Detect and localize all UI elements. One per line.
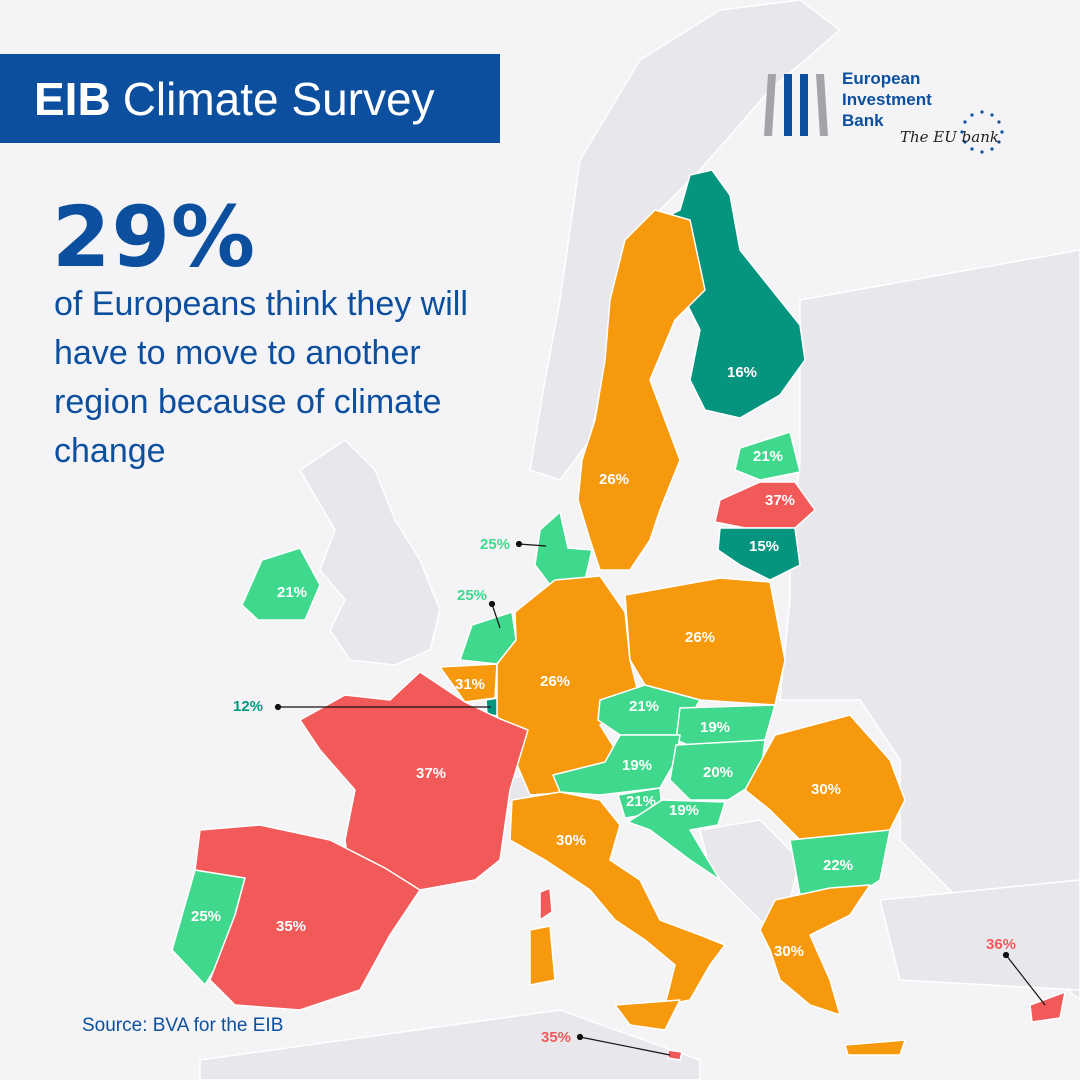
- crete-shape: [844, 1039, 906, 1056]
- eu-stars-icon: [960, 110, 1004, 154]
- headline-stat: 29%: [52, 188, 257, 286]
- belgium-value: 31%: [455, 676, 485, 693]
- background-land: [199, 0, 1080, 1080]
- eib-bars-logo-icon: [764, 74, 828, 136]
- eib-logo: European Investment Bank The EU bank: [762, 66, 1012, 164]
- austria-value: 19%: [622, 757, 652, 774]
- portugal-value: 25%: [191, 908, 221, 925]
- ireland-value: 21%: [277, 584, 307, 601]
- leader-dot-denmark: [515, 540, 523, 548]
- ireland-shape: [241, 547, 321, 621]
- leader-line-denmark: [518, 543, 547, 547]
- title-banner: EIB Climate Survey: [0, 54, 500, 143]
- croatia-value: 19%: [669, 802, 699, 819]
- logo-line-3: Bank: [842, 111, 884, 130]
- leader-lines: [274, 540, 1046, 1056]
- hungary-value: 20%: [703, 764, 733, 781]
- africa-land: [199, 1009, 701, 1080]
- czechia-value: 21%: [629, 698, 659, 715]
- cyprus-value: 36%: [986, 936, 1016, 953]
- hungary-shape: [669, 739, 766, 801]
- estonia-shape: [734, 431, 801, 481]
- malta-value: 35%: [541, 1029, 571, 1046]
- headline-text: of Europeans think they will have to mov…: [54, 285, 468, 470]
- logo-line-1: European: [842, 69, 921, 88]
- cyprus-shape: [1029, 991, 1066, 1023]
- slovakia-value: 19%: [700, 719, 730, 736]
- country-value-labels: 16% 26% 21% 37% 15% 25% 21% 25% 31% 12% …: [191, 364, 1016, 1046]
- logo-name: European Investment Bank: [842, 68, 932, 131]
- denmark-shape: [534, 511, 593, 586]
- leader-line-cyprus: [1005, 954, 1046, 1006]
- sicily-shape: [614, 999, 681, 1031]
- lithuania-shape: [717, 527, 801, 581]
- leader-dot-luxembourg: [274, 703, 282, 711]
- sardinia-shape: [529, 925, 556, 986]
- romania-shape: [744, 714, 906, 841]
- france-value: 37%: [416, 765, 446, 782]
- italy-value: 30%: [556, 832, 586, 849]
- lithuania-value: 15%: [749, 538, 779, 555]
- eu-countries: [171, 169, 1066, 1061]
- sweden-shape: [577, 209, 706, 571]
- logo-line-2: Investment: [842, 90, 932, 109]
- italy-shape: [509, 791, 726, 1006]
- spain-shape: [194, 824, 421, 1011]
- leader-line-netherlands: [491, 603, 501, 629]
- leader-line-malta: [579, 1036, 671, 1056]
- leader-dot-malta: [576, 1033, 584, 1041]
- latvia-shape: [714, 481, 816, 529]
- denmark-value: 25%: [480, 536, 510, 553]
- malta-shape: [667, 1049, 683, 1061]
- title-rest: Climate Survey: [122, 72, 435, 125]
- estonia-value: 21%: [753, 448, 783, 465]
- finland-value: 16%: [727, 364, 757, 381]
- greece-value: 30%: [774, 943, 804, 960]
- logo-tagline: The EU bank: [900, 128, 999, 146]
- luxembourg-value: 12%: [233, 698, 263, 715]
- source-note: Source: BVA for the EIB: [82, 1015, 284, 1036]
- spain-value: 35%: [276, 918, 306, 935]
- bulgaria-value: 22%: [823, 857, 853, 874]
- slovenia-value: 21%: [626, 793, 656, 810]
- leader-dot-netherlands: [488, 600, 496, 608]
- sweden-value: 26%: [599, 471, 629, 488]
- title-strong: EIB: [34, 72, 111, 125]
- turkey-land: [879, 879, 1080, 991]
- greece-shape: [759, 884, 871, 1016]
- poland-value: 26%: [685, 629, 715, 646]
- leader-dot-cyprus: [1002, 951, 1010, 959]
- latvia-value: 37%: [765, 492, 795, 509]
- uk-land: [298, 439, 441, 666]
- romania-value: 30%: [811, 781, 841, 798]
- netherlands-value: 25%: [457, 587, 487, 604]
- corsica-shape: [539, 887, 553, 921]
- croatia-shape: [627, 799, 726, 881]
- germany-value: 26%: [540, 673, 570, 690]
